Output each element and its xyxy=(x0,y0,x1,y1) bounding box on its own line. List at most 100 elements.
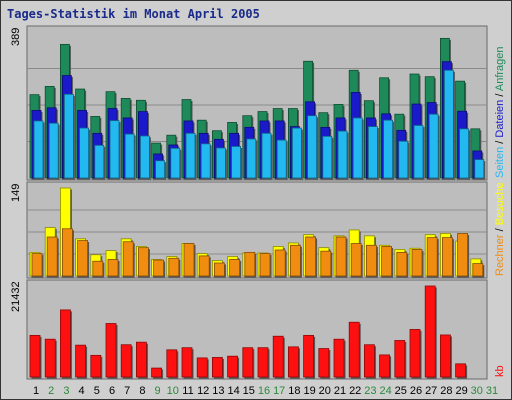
bar-kb-day-26 xyxy=(409,329,421,378)
bar-seiten-day-7 xyxy=(124,133,135,179)
bar-seiten-day-8 xyxy=(139,135,150,179)
bar-seiten-day-2 xyxy=(48,122,59,179)
bar-rechner-day-19 xyxy=(305,236,317,277)
bar-seiten-day-10 xyxy=(170,147,181,179)
x-tick-label-3: 3 xyxy=(63,385,69,397)
bar-rechner-day-28 xyxy=(441,237,453,277)
bar-rechner-day-21 xyxy=(335,236,347,277)
bar-rechner-day-12 xyxy=(198,255,210,277)
bar-rechner-day-24 xyxy=(381,246,393,277)
bar-seiten-day-11 xyxy=(185,132,196,179)
x-tick-label-19: 19 xyxy=(303,385,315,397)
panel-middle: 149 xyxy=(10,181,488,279)
bar-seiten-day-5 xyxy=(94,144,105,179)
bar-seiten-day-3 xyxy=(64,93,74,179)
legend-entry-dateien: Dateien xyxy=(494,100,506,138)
bar-kb-day-2 xyxy=(44,338,56,378)
bar-rechner-day-13 xyxy=(213,262,225,277)
bar-rechner-day-20 xyxy=(320,250,332,277)
bar-kb-day-8 xyxy=(135,341,147,378)
bar-seiten-day-28 xyxy=(443,69,454,179)
x-tick-label-1: 1 xyxy=(33,385,39,397)
bar-seiten-day-12 xyxy=(200,143,211,179)
bar-kb-day-13 xyxy=(211,357,223,378)
y-axis-max-label: 389 xyxy=(10,28,22,46)
bar-kb-day-29 xyxy=(455,363,467,378)
bar-seiten-day-29 xyxy=(459,128,470,179)
x-tick-label-22: 22 xyxy=(349,385,361,397)
legend-entry-anfragen: Anfragen xyxy=(494,46,506,91)
bar-rechner-day-1 xyxy=(31,253,43,277)
legend-entry-besuche: Besuche xyxy=(494,182,506,225)
bar-kb-day-19 xyxy=(303,334,315,378)
bar-rechner-day-8 xyxy=(137,247,149,277)
bar-seiten-day-26 xyxy=(413,125,424,179)
bar-seiten-day-21 xyxy=(337,130,348,179)
bar-kb-day-18 xyxy=(287,346,299,378)
bar-rechner-day-22 xyxy=(350,243,362,277)
x-tick-label-11: 11 xyxy=(182,385,193,397)
legend-separator: / xyxy=(494,138,506,147)
x-tick-label-18: 18 xyxy=(288,385,300,397)
y-axis-max-label: 149 xyxy=(10,184,22,202)
bar-seiten-day-22 xyxy=(352,117,363,179)
bar-kb-day-25 xyxy=(394,340,406,378)
legend-top-text: Seiten / Dateien / Anfragen xyxy=(494,46,506,178)
bar-rechner-day-14 xyxy=(229,259,241,277)
x-tick-label-29: 29 xyxy=(455,385,467,397)
x-tick-label-28: 28 xyxy=(440,385,452,397)
x-tick-label-8: 8 xyxy=(139,385,145,397)
legend-separator: / xyxy=(494,225,506,234)
bar-rechner-day-25 xyxy=(396,251,408,277)
x-tick-label-27: 27 xyxy=(425,385,437,397)
bar-kb-day-10 xyxy=(166,349,178,378)
bar-rechner-day-18 xyxy=(289,244,301,277)
bar-rechner-day-15 xyxy=(244,251,256,277)
bar-seiten-day-15 xyxy=(246,138,257,179)
bar-seiten-day-17 xyxy=(276,139,287,179)
bar-kb-day-21 xyxy=(333,338,345,378)
bar-seiten-day-4 xyxy=(79,127,89,179)
x-tick-label-26: 26 xyxy=(410,385,422,397)
x-tick-label-10: 10 xyxy=(167,385,179,397)
bar-rechner-day-3 xyxy=(62,228,73,277)
x-tick-label-23: 23 xyxy=(364,385,376,397)
x-tick-label-20: 20 xyxy=(319,385,331,397)
bar-rechner-day-5 xyxy=(92,260,104,277)
bar-rechner-day-27 xyxy=(426,237,438,277)
bar-rechner-day-4 xyxy=(77,240,88,277)
bar-rechner-day-16 xyxy=(259,253,271,277)
bar-rechner-day-9 xyxy=(153,259,165,277)
chart-title: Tages-Statistik im Monat April 2005 xyxy=(7,7,260,21)
bar-kb-day-22 xyxy=(348,321,360,378)
x-tick-label-13: 13 xyxy=(212,385,224,397)
legend-entry-kb: kb xyxy=(494,365,506,377)
bar-kb-day-9 xyxy=(151,367,163,378)
bar-kb-day-28 xyxy=(439,334,451,378)
x-tick-label-24: 24 xyxy=(379,385,391,397)
x-tick-label-31: 31 xyxy=(486,385,498,397)
bar-rechner-day-6 xyxy=(107,259,119,277)
bar-kb-day-1 xyxy=(29,334,41,378)
x-tick-label-14: 14 xyxy=(227,385,239,397)
bar-rechner-day-17 xyxy=(274,249,286,277)
legend-middle: Rechner / Besuche xyxy=(494,182,506,276)
bar-rechner-day-23 xyxy=(365,244,377,277)
bar-seiten-day-20 xyxy=(322,135,333,179)
bar-kb-day-3 xyxy=(60,309,71,378)
bar-rechner-day-11 xyxy=(183,243,195,277)
x-tick-label-6: 6 xyxy=(109,385,115,397)
x-tick-label-25: 25 xyxy=(395,385,407,397)
bar-seiten-day-25 xyxy=(398,140,409,179)
bar-seiten-day-14 xyxy=(231,146,242,179)
x-tick-label-16: 16 xyxy=(258,385,270,397)
x-tick-label-12: 12 xyxy=(197,385,209,397)
bar-seiten-day-30 xyxy=(474,159,485,179)
bar-kb-day-14 xyxy=(227,355,239,378)
bar-kb-day-5 xyxy=(90,354,102,378)
x-tick-label-2: 2 xyxy=(48,385,54,397)
panel-bottom: 21432 xyxy=(10,279,488,380)
bar-seiten-day-9 xyxy=(155,160,166,179)
bar-kb-day-6 xyxy=(105,323,117,378)
